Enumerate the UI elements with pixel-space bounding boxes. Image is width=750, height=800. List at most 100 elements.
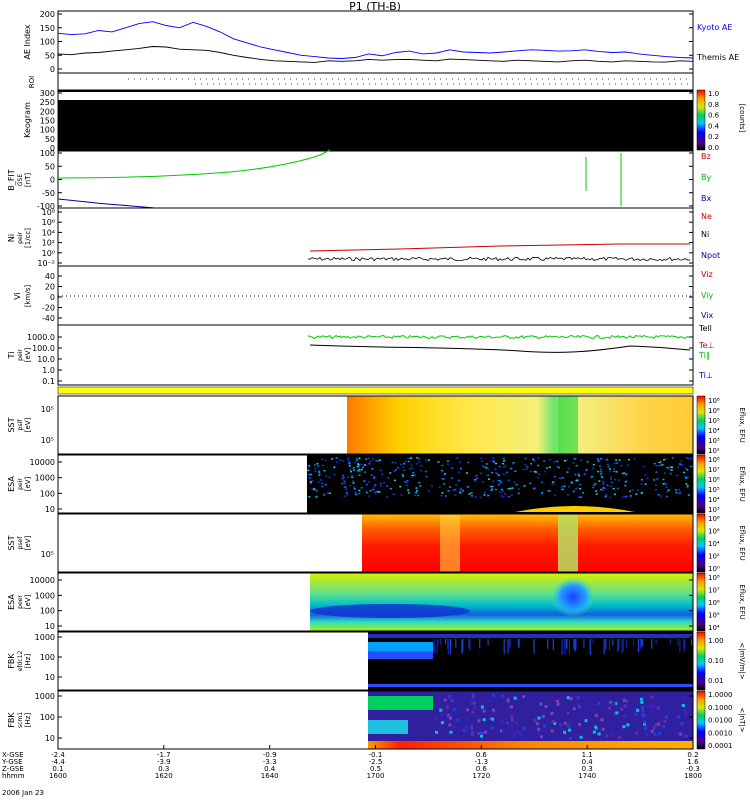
esa-ion-speck: [447, 490, 450, 492]
fbk-efield-speck: [461, 639, 463, 655]
esa-ion-speck: [412, 472, 415, 474]
roi-ylabel: ROI: [28, 76, 36, 88]
fbk-scm-speck: [566, 696, 570, 700]
esa-ion-speck: [399, 485, 402, 488]
esa-ion-speck: [378, 491, 381, 493]
sst-electron-cb-tick-label: 10⁸: [708, 515, 720, 523]
fbk-efield-speck: [640, 639, 642, 649]
esa-ion-ytick-label: 1000: [35, 474, 55, 483]
esa-ion-speck: [559, 477, 562, 479]
bfield-frame: [57, 150, 694, 209]
fbk-scm-cb-tick-label: 0.0100: [708, 717, 733, 725]
esa-ion-speck: [498, 465, 501, 468]
fbk-scm-speck: [622, 725, 626, 729]
esa-ion-speck: [313, 488, 316, 491]
esa-ion-speck: [402, 463, 405, 465]
esa-ion-speck: [621, 472, 624, 475]
bfield-ylabel: B_FIT: [7, 169, 16, 190]
esa-ion-speck: [537, 464, 540, 467]
sst-ion-ylabel-unit: [eV]: [24, 417, 32, 432]
esa-ion-speck: [560, 486, 563, 488]
esa-ion-speck: [523, 485, 526, 487]
fbk-scm-speck: [651, 704, 655, 708]
fbk-efield-speck: [564, 639, 566, 655]
esa-ion-speck: [487, 474, 490, 477]
esa-ion-speck: [317, 481, 320, 483]
fbk-scm-speck: [435, 717, 439, 721]
fbk-efield-band-cyan: [368, 642, 433, 651]
fbk-scm-speck: [654, 723, 658, 727]
esa-ion-speck: [343, 480, 346, 483]
esa-ion-speck: [367, 495, 370, 497]
ae-ytick-label: 200: [40, 10, 55, 19]
esa-ion-speck: [393, 470, 396, 472]
esa-ion-speck: [417, 457, 420, 460]
esa-ion-speck: [373, 477, 376, 480]
legend-ti-par: Ti∥: [698, 351, 710, 360]
esa-ion-speck: [323, 493, 325, 495]
esa-ion-speck: [440, 469, 443, 472]
fbk-scm-speck: [506, 700, 510, 704]
esa-ion-speck: [662, 483, 665, 485]
esa-ion-speck: [491, 471, 494, 474]
orbit-value: -2.5: [369, 758, 383, 766]
esa-ion-speck: [599, 465, 601, 467]
esa-ion-speck: [664, 458, 667, 460]
fbk-scm-speck: [658, 732, 662, 735]
esa-ion-speck: [318, 474, 321, 476]
esa-ion-speck: [567, 467, 570, 470]
esa-ion-speck: [592, 467, 595, 470]
esa-ion-speck: [403, 480, 406, 483]
esa-ion-speck: [666, 491, 669, 493]
esa-ion-speck: [585, 469, 588, 472]
sst-electron-ylabel-src: psef: [17, 536, 24, 550]
esa-ion-speck: [441, 477, 444, 480]
orbit-row-label: X-GSE: [2, 751, 24, 759]
esa-ion-speck: [498, 483, 500, 486]
fbk-scm-speck: [556, 702, 560, 706]
esa-ion-speck: [402, 466, 405, 469]
esa-ion-colorbar: [696, 454, 706, 514]
esa-ion-speck: [561, 488, 564, 491]
temperature-panel: Ti peir [eV] 1000.0100.010.01.00.1 Tell …: [7, 324, 714, 386]
fbk-scm-speck: [608, 700, 612, 704]
esa-ion-speck: [489, 486, 492, 488]
esa-ion-speck: [685, 483, 688, 485]
fbk-efield-speck: [447, 639, 449, 655]
esa-ion-speck: [450, 467, 453, 469]
density-ylabel: Ni: [7, 234, 16, 242]
esa-ion-speck: [316, 463, 319, 465]
esa-ion-speck: [605, 495, 607, 498]
esa-ion-speck: [613, 470, 616, 473]
esa-ion-speck: [308, 466, 311, 468]
esa-ion-speck: [675, 474, 678, 477]
esa-ion-speck: [495, 472, 498, 474]
esa-ion-speck: [552, 481, 555, 483]
fbk-scm-speck: [635, 731, 639, 735]
esa-ion-speck: [492, 459, 495, 462]
esa-ion-speck: [658, 464, 661, 467]
esa-ion-speck: [454, 494, 457, 496]
legend-themis-ae: Themis AE: [696, 53, 739, 62]
keogram-ytick-label: 150: [40, 117, 55, 126]
kyoto-ae-line: [57, 21, 694, 59]
esa-ion-speck: [629, 495, 632, 497]
esa-ion-speck: [380, 469, 382, 471]
fbk-efield-spectrogram: [368, 632, 693, 690]
esa-ion-speck: [564, 460, 566, 462]
hhmm-label: hhmm: [2, 772, 25, 780]
fbk-scm-speck: [471, 710, 475, 714]
esa-ion-speck: [447, 463, 449, 465]
sst-electron-cb-tick-label: 10⁴: [708, 540, 720, 548]
esa-ion-speck: [684, 467, 687, 470]
esa-ion-speck: [406, 484, 409, 487]
orbit-value: 0.1: [52, 765, 63, 773]
esa-ion-speck: [502, 462, 505, 465]
esa-ion-speck: [686, 457, 689, 459]
keogram-ytick-label: 100: [40, 126, 55, 135]
orbit-value: -3.9: [157, 758, 171, 766]
esa-ion-speck: [669, 472, 672, 475]
orbit-value: 0.4: [264, 765, 276, 773]
fbk-efield-speck: [677, 639, 679, 646]
fbk-scm-speck: [519, 733, 523, 737]
